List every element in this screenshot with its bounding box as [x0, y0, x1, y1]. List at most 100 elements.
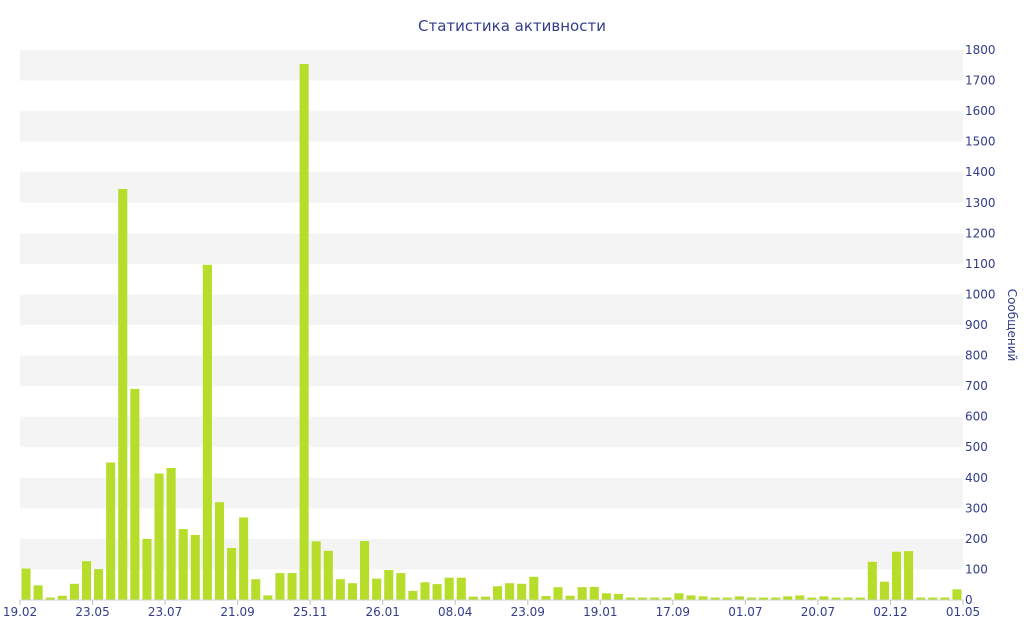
bar	[347, 583, 357, 600]
bar	[190, 534, 200, 600]
x-tick-label: 17.09	[656, 605, 690, 619]
bar	[541, 596, 551, 600]
grid-band	[20, 172, 963, 203]
y-tick-label: 1700	[965, 74, 996, 88]
chart-title: Статистика активности	[418, 17, 606, 35]
y-axis-ticks: 0 100 200 300 400 500 600 700 800 900 1000 1100 1200…	[965, 43, 996, 607]
bar	[734, 596, 744, 600]
bar	[118, 189, 128, 600]
bar	[360, 541, 370, 600]
bar	[456, 577, 466, 600]
x-tick-label: 19.01	[583, 605, 617, 619]
bar	[202, 264, 212, 600]
bar	[106, 462, 116, 600]
bar	[916, 597, 926, 600]
bar	[855, 597, 865, 600]
x-tick-label: 20.07	[801, 605, 835, 619]
bar	[940, 597, 950, 600]
bar	[650, 597, 660, 600]
x-tick-label: 08.04	[438, 605, 472, 619]
x-tick-label: 25.11	[293, 605, 327, 619]
bar	[505, 583, 515, 600]
x-tick-label: 19.02	[3, 605, 37, 619]
bar	[577, 587, 587, 600]
bar	[746, 597, 756, 600]
bar	[432, 584, 442, 600]
y-tick-label: 1200	[965, 226, 996, 240]
x-tick-label: 23.07	[148, 605, 182, 619]
bar-series	[21, 64, 962, 600]
y-axis-label: Сообщений	[1005, 289, 1019, 362]
grid-band	[20, 50, 963, 81]
x-tick-label: 21.09	[220, 605, 254, 619]
bar	[638, 597, 648, 600]
bar	[831, 597, 841, 600]
bar	[480, 596, 490, 600]
bar	[154, 473, 164, 600]
y-tick-label: 200	[965, 532, 988, 546]
bar	[396, 573, 406, 600]
x-axis-ticks: 19.02 23.05 23.07 21.09 25.11 26.01 08.04 23.09…	[3, 600, 980, 619]
bar	[142, 538, 152, 600]
y-tick-label: 300	[965, 501, 988, 515]
bar	[722, 597, 732, 600]
x-tick-label: 01.05	[946, 605, 980, 619]
bar	[408, 590, 418, 600]
y-tick-label: 400	[965, 471, 988, 485]
y-tick-label: 1000	[965, 287, 996, 301]
bar	[891, 551, 902, 600]
bar	[178, 529, 188, 600]
bar	[214, 502, 225, 600]
bar	[81, 561, 92, 600]
y-tick-label: 800	[965, 349, 988, 363]
bar	[166, 468, 176, 600]
bar	[287, 573, 297, 600]
y-tick-label: 1600	[965, 104, 996, 118]
bar	[867, 561, 877, 600]
bar	[45, 597, 55, 600]
bar	[468, 596, 478, 600]
bar	[227, 548, 237, 600]
bar	[263, 595, 273, 600]
bar	[795, 595, 805, 600]
bar	[130, 388, 140, 600]
bar	[57, 595, 67, 600]
grid-band	[20, 477, 963, 509]
bar	[807, 597, 817, 600]
y-tick-label: 1400	[965, 165, 996, 179]
bar	[21, 568, 31, 600]
x-tick-label: 02.12	[873, 605, 907, 619]
bar	[323, 550, 333, 600]
y-tick-label: 500	[965, 440, 988, 454]
bar	[299, 64, 309, 600]
x-tick-label: 23.09	[511, 605, 545, 619]
bar	[626, 597, 636, 600]
y-tick-label: 1100	[965, 257, 996, 271]
bar	[275, 573, 285, 600]
x-tick-label: 23.05	[75, 605, 109, 619]
y-tick-label: 700	[965, 379, 988, 393]
bar	[251, 579, 261, 600]
bar	[335, 579, 345, 600]
bar	[601, 593, 611, 600]
bar	[565, 595, 575, 600]
bar	[710, 597, 720, 600]
bar	[771, 597, 781, 600]
grid-band	[20, 538, 963, 570]
y-tick-label: 1300	[965, 196, 996, 210]
bar	[613, 593, 623, 600]
grid-band	[20, 416, 963, 448]
bar	[843, 597, 853, 600]
bar	[674, 593, 684, 600]
bar	[698, 596, 708, 600]
x-tick-label: 01.07	[728, 605, 762, 619]
bar	[783, 596, 793, 600]
bar	[33, 585, 43, 600]
bar	[517, 583, 527, 600]
bar	[928, 597, 938, 600]
bar	[529, 576, 539, 600]
y-tick-label: 1500	[965, 135, 996, 149]
bar	[384, 570, 394, 600]
